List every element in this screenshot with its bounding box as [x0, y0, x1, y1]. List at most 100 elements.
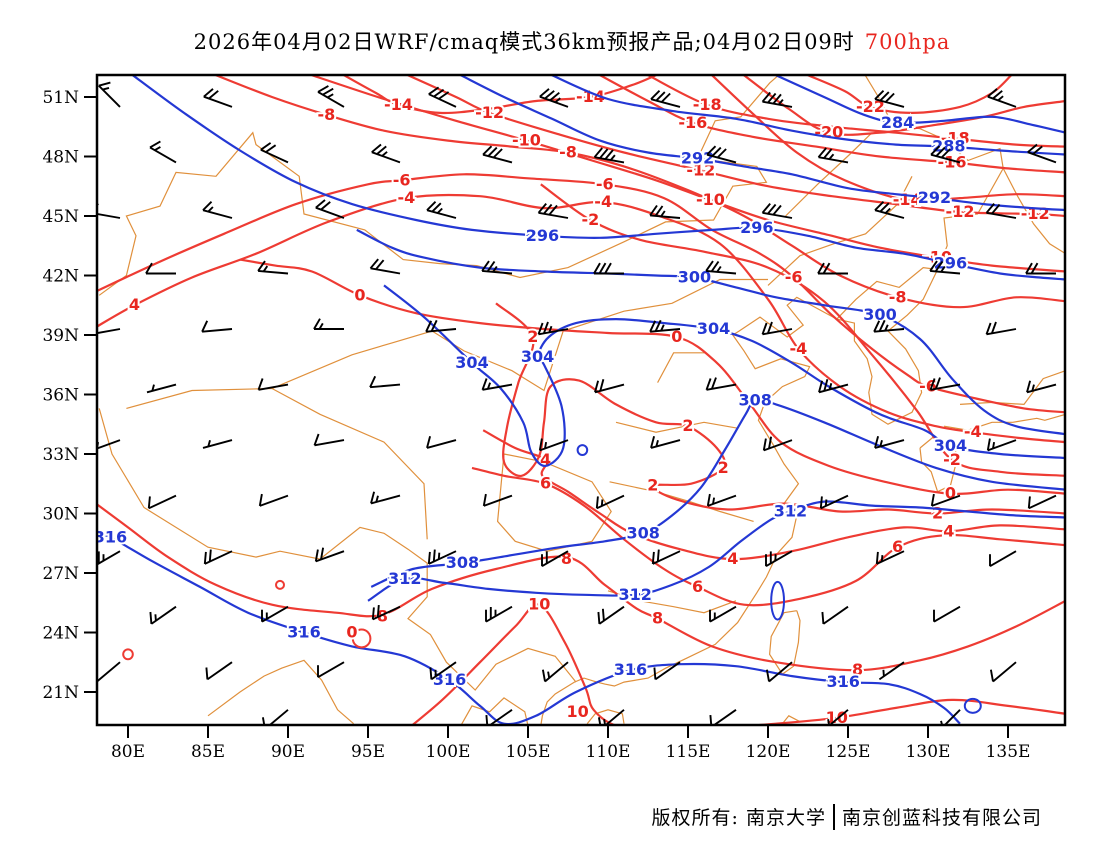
- wind-barbs: [97, 81, 1057, 725]
- height-contour-label: 316: [287, 622, 320, 641]
- lon-tick-label: 130E: [906, 742, 951, 762]
- wind-barb: [649, 319, 681, 333]
- temperature-contour-label: -4: [964, 422, 982, 441]
- temperature-contour: [97, 75, 1065, 725]
- temperature-contour-label: -18: [941, 129, 970, 148]
- wind-barb: [202, 439, 233, 449]
- height-contour-label: 304: [934, 436, 967, 455]
- closed-contour-oval: [770, 580, 785, 621]
- height-contour-line: [551, 75, 1065, 156]
- temperature-contour-label: -12: [475, 103, 504, 122]
- temperature-contour-line: [482, 429, 1065, 561]
- map-border: [95, 73, 1067, 727]
- wind-barb: [426, 201, 457, 219]
- wind-barb: [146, 383, 177, 394]
- wind-barb: [705, 377, 737, 391]
- temperature-contour-label: -6: [785, 267, 803, 286]
- coastline-border-line: [609, 481, 754, 522]
- wind-barb: [821, 605, 849, 625]
- temperature-contour-line: [407, 75, 1065, 218]
- height-contour-label: 316: [614, 660, 647, 679]
- temperature-contour-label: -12: [686, 160, 715, 179]
- temperature-contour-label: -8: [318, 105, 336, 124]
- lon-tick-label: 85E: [191, 742, 225, 762]
- temperature-contour-label: 4: [943, 521, 954, 540]
- temperature-contour-label: -4: [398, 188, 416, 207]
- height-contour-label: 316: [826, 672, 859, 691]
- height-contour-label: 296: [740, 218, 773, 237]
- wind-barb: [428, 86, 457, 108]
- temperature-contour-label: -10: [696, 190, 725, 209]
- coastline-border-line: [959, 370, 1065, 406]
- lon-tick-label: 95E: [351, 742, 385, 762]
- wind-barb: [314, 547, 345, 563]
- temperature-contour-line: [97, 193, 1065, 444]
- lon-tick-label: 90E: [271, 742, 305, 762]
- temperature-contour-label: -6: [393, 170, 411, 189]
- coastline-border-line: [785, 132, 873, 217]
- wind-barb: [427, 549, 457, 565]
- wind-barb: [593, 262, 624, 275]
- lon-tick-label: 115E: [666, 742, 711, 762]
- coastline-border-line: [126, 278, 768, 409]
- closed-contour-oval: [576, 444, 589, 456]
- height-contour-line: [97, 532, 961, 725]
- wind-barb: [874, 436, 905, 449]
- wind-barb: [482, 493, 513, 507]
- wind-barb: [205, 661, 233, 681]
- height-contour-line: [383, 284, 1065, 468]
- wind-barb: [651, 549, 681, 565]
- wind-barb: [541, 661, 569, 683]
- wind-barb: [985, 321, 1017, 336]
- wind-barb: [97, 550, 121, 566]
- height-contour-label: 304: [521, 347, 554, 366]
- temperature-contour-label: 10: [826, 708, 848, 727]
- wind-barb: [1027, 143, 1057, 164]
- temperature-contour-label: -14: [576, 87, 605, 106]
- wind-barb: [97, 661, 121, 683]
- wind-barb: [202, 201, 233, 219]
- wind-barb: [653, 661, 681, 681]
- lon-tick-label: 120E: [746, 742, 791, 762]
- wind-barb: [257, 378, 289, 391]
- lon-tick-label: 110E: [586, 742, 631, 762]
- temperature-contour-label: -8: [559, 143, 577, 162]
- height-contour-line: [775, 75, 1065, 134]
- temperature-contour-label: -10: [512, 131, 541, 150]
- wind-barb: [929, 260, 961, 275]
- wind-barb: [370, 491, 401, 505]
- temperature-contour-line: [807, 75, 1012, 115]
- wind-barb: [317, 661, 345, 679]
- coastline-border-line: [836, 75, 1004, 320]
- wind-barb: [875, 550, 905, 565]
- wind-barb: [930, 145, 961, 164]
- height-contour-label: 308: [446, 553, 479, 572]
- wind-barb: [878, 661, 905, 681]
- height-contour-label: 292: [681, 148, 714, 167]
- coastline-border-line: [943, 413, 1065, 431]
- wind-barb: [203, 88, 233, 108]
- wind-barb: [149, 605, 177, 625]
- wind-barb: [429, 661, 457, 681]
- temperature-contour-label: 2: [527, 327, 538, 346]
- coastline-border-line: [540, 296, 838, 725]
- wind-barb: [149, 140, 177, 164]
- temperature-contour-line: [410, 603, 1065, 725]
- height-contour-label: 308: [626, 523, 659, 542]
- height-contour: [97, 75, 1065, 725]
- coastline-border-line: [1002, 168, 1065, 255]
- geography-boundaries: [98, 75, 1065, 725]
- wind-barb: [989, 661, 1017, 683]
- wind-barb: [709, 605, 737, 623]
- height-contour-label: 316: [94, 527, 127, 546]
- wind-barb: [261, 709, 289, 725]
- wind-barb: [706, 493, 737, 507]
- wind-barb: [537, 202, 569, 219]
- wind-barb: [817, 262, 848, 275]
- temperature-contour-line: [97, 173, 1065, 414]
- closed-contour-oval: [963, 697, 982, 714]
- wind-barb: [985, 202, 1017, 219]
- lat-tick-label: 39N: [42, 326, 79, 346]
- lon-tick-label: 125E: [826, 742, 871, 762]
